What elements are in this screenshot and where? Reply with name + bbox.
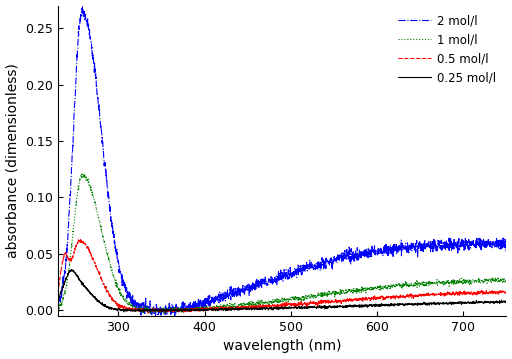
0.5 mol/l: [145, 311, 151, 315]
0.25 mol/l: [273, 307, 280, 311]
0.5 mol/l: [409, 295, 415, 299]
X-axis label: wavelength (nm): wavelength (nm): [223, 340, 342, 354]
2 mol/l: [409, 241, 415, 245]
0.5 mol/l: [55, 289, 61, 293]
2 mol/l: [491, 242, 497, 247]
0.5 mol/l: [491, 290, 497, 294]
0.5 mol/l: [503, 290, 509, 294]
2 mol/l: [79, 5, 86, 9]
1 mol/l: [262, 299, 268, 304]
2 mol/l: [490, 240, 497, 244]
1 mol/l: [55, 306, 61, 311]
0.25 mol/l: [490, 299, 497, 304]
1 mol/l: [491, 276, 497, 281]
Y-axis label: absorbance (dimensionless): absorbance (dimensionless): [6, 63, 19, 258]
0.25 mol/l: [262, 306, 268, 311]
Line: 0.25 mol/l: 0.25 mol/l: [58, 270, 506, 312]
0.5 mol/l: [490, 289, 497, 294]
0.5 mol/l: [78, 238, 84, 242]
0.25 mol/l: [78, 280, 84, 284]
0.25 mol/l: [491, 300, 497, 304]
Line: 0.5 mol/l: 0.5 mol/l: [58, 239, 506, 313]
Legend: 2 mol/l, 1 mol/l, 0.5 mol/l, 0.25 mol/l: 2 mol/l, 1 mol/l, 0.5 mol/l, 0.25 mol/l: [398, 15, 496, 84]
2 mol/l: [262, 283, 268, 287]
1 mol/l: [79, 171, 85, 175]
2 mol/l: [55, 303, 61, 307]
0.25 mol/l: [409, 302, 415, 306]
0.25 mol/l: [55, 297, 61, 302]
2 mol/l: [78, 13, 84, 17]
0.25 mol/l: [121, 310, 127, 314]
1 mol/l: [490, 278, 497, 282]
Line: 1 mol/l: 1 mol/l: [58, 173, 506, 314]
2 mol/l: [273, 275, 280, 280]
1 mol/l: [161, 312, 167, 316]
2 mol/l: [503, 236, 509, 240]
2 mol/l: [172, 316, 178, 320]
1 mol/l: [273, 298, 280, 303]
1 mol/l: [409, 280, 415, 285]
Line: 2 mol/l: 2 mol/l: [58, 7, 506, 318]
0.5 mol/l: [77, 237, 83, 242]
0.5 mol/l: [273, 305, 280, 309]
1 mol/l: [78, 173, 84, 178]
0.25 mol/l: [69, 267, 75, 272]
1 mol/l: [503, 277, 509, 281]
0.5 mol/l: [262, 306, 268, 310]
0.25 mol/l: [503, 299, 509, 304]
